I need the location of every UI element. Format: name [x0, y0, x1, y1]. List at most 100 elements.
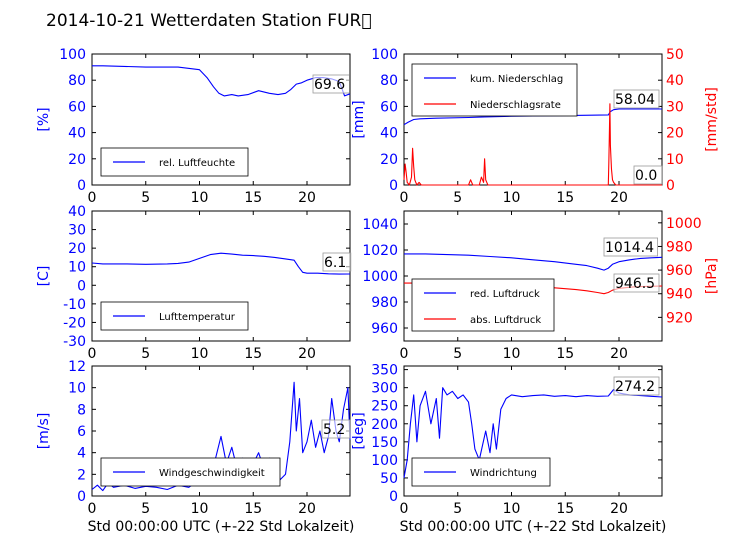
y-tick-label: -20	[63, 315, 86, 331]
x-tick-label: 10	[503, 190, 521, 206]
legend-box	[411, 63, 578, 117]
y2-tick-label: 40	[666, 73, 684, 89]
y2-tick-label: 1000	[666, 216, 702, 232]
x-tick-label: 20	[298, 501, 316, 517]
panel-windspeed: 0 5 10 15 20 0 2 4 6 8 10 12 [m/s] Std 00:00:00 UTC (…	[36, 359, 354, 535]
y-tick-label: 2	[77, 467, 86, 483]
y2-tick-label: 50	[666, 47, 684, 63]
y-tick-label: 1000	[362, 269, 398, 285]
x-tick-label: 20	[610, 501, 628, 517]
y-tick-label: 0	[389, 489, 398, 505]
y-tick-label: 80	[68, 73, 86, 89]
figure-title: 2014-10-21 Wetterdaten Station FUR 	[46, 11, 372, 31]
y-tick-label: -10	[63, 297, 86, 313]
y-tick-label: 100	[371, 453, 398, 469]
value-annotation: 58.04	[615, 92, 655, 108]
panel-humidity: 0 5 10 15 20 0 20 40 60 80 100 [%] rel. Luftfeuchte 6…	[36, 47, 351, 206]
annotation-box	[321, 419, 351, 439]
x-tick-label: 15	[556, 346, 574, 362]
x-tick-label: 5	[141, 501, 150, 517]
y-tick-label: 0	[77, 278, 86, 294]
x-tick-label: 15	[244, 501, 262, 517]
value-annotation: 69.6	[314, 77, 345, 93]
x-tick-label: 0	[400, 501, 409, 517]
x-tick-label: 15	[556, 190, 574, 206]
y-tick-label: 1020	[362, 243, 398, 259]
value-annotation: 946.5	[615, 276, 655, 292]
y-tick-label: 50	[380, 471, 398, 487]
x-tick-label: 10	[191, 501, 209, 517]
y2-tick-label: 10	[666, 152, 684, 168]
legend-label: kum. Niederschlag	[470, 74, 563, 85]
annotation-box	[613, 273, 660, 293]
value-annotation: 1014.4	[605, 240, 654, 256]
y-tick-label: 10	[68, 381, 86, 397]
y-tick-label: 150	[371, 435, 398, 451]
series-line-precipitation-1	[403, 103, 662, 186]
y2-tick-label: 30	[666, 99, 684, 115]
y-tick-label: 980	[371, 295, 398, 311]
y-tick-label: 40	[380, 126, 398, 142]
x-tick-label: 20	[610, 346, 628, 362]
legend-box	[100, 147, 249, 177]
x-tick-label: 5	[141, 190, 150, 206]
y2-tick-label: 0	[666, 178, 675, 194]
x-tick-label: 20	[298, 346, 316, 362]
y2-tick-label: 920	[666, 310, 693, 326]
y-tick-label: 6	[77, 424, 86, 440]
x-tick-label: 5	[141, 346, 150, 362]
panel-pressure: 0 5 10 15 20 960 980 1000 1020 1040 920 940 960 980 10…	[362, 210, 720, 362]
y2-tick-label: 960	[666, 263, 693, 279]
y-tick-label: 300	[371, 381, 398, 397]
y-axis-label: [deg]	[351, 412, 367, 449]
y-tick-label: 8	[77, 402, 86, 418]
x-tick-label: 10	[503, 346, 521, 362]
x-tick-label: 0	[400, 346, 409, 362]
y-axis-label: [mm]	[351, 100, 367, 138]
series-line-pressure-0	[404, 253, 663, 271]
x-tick-label: 0	[88, 501, 97, 517]
y-tick-label: 80	[380, 73, 398, 89]
y-tick-label: 100	[371, 47, 398, 63]
y2-tick-label: 980	[666, 239, 693, 255]
y-tick-label: 0	[389, 178, 398, 194]
x-tick-label: 20	[298, 190, 316, 206]
legend-label: red. Luftdruck	[470, 289, 540, 300]
x-tick-label: 0	[88, 346, 97, 362]
x-tick-label: 5	[453, 346, 462, 362]
value-annotation: 0.0	[635, 168, 657, 184]
legend-label: Windrichtung	[470, 468, 537, 479]
annotation-box	[322, 252, 352, 272]
y-tick-label: 10	[68, 260, 86, 276]
y-tick-label: 100	[59, 47, 86, 63]
legend-label: Niederschlagsrate	[470, 100, 561, 111]
y2-tick-label: 20	[666, 126, 684, 142]
y2-axis-label: [mm/std]	[704, 87, 720, 152]
y-tick-label: 12	[68, 359, 86, 375]
x-axis-label: Std 00:00:00 UTC (+-22 Std Lokalzeit)	[400, 519, 667, 535]
annotation-box	[613, 376, 660, 396]
legend-label: abs. Luftdruck	[470, 315, 541, 326]
y-axis-label: [%]	[36, 107, 52, 131]
y-tick-label: 60	[68, 99, 86, 115]
annotation-box	[312, 74, 350, 94]
y-tick-label: 60	[380, 99, 398, 115]
annotation-box	[603, 237, 658, 257]
x-tick-label: 10	[503, 501, 521, 517]
y-tick-label: 30	[68, 223, 86, 239]
x-tick-label: 10	[191, 346, 209, 362]
y-tick-label: 40	[68, 204, 86, 220]
y-tick-label: -30	[63, 334, 86, 350]
y-axis-label: [m/s]	[36, 413, 52, 450]
panel-temperature: 0 5 10 15 20 -30 -20 -10 0 10 20 30 40 [C] Lufttempera…	[36, 204, 352, 362]
legend-label: rel. Luftfeuchte	[159, 158, 235, 169]
y-tick-label: 200	[371, 417, 398, 433]
series-line-precipitation-0	[403, 108, 662, 126]
y-tick-label: 20	[380, 152, 398, 168]
legend-box	[411, 278, 555, 332]
annotation-box	[633, 165, 663, 185]
y-tick-label: 250	[371, 399, 398, 415]
y-tick-label: 1040	[362, 217, 398, 233]
